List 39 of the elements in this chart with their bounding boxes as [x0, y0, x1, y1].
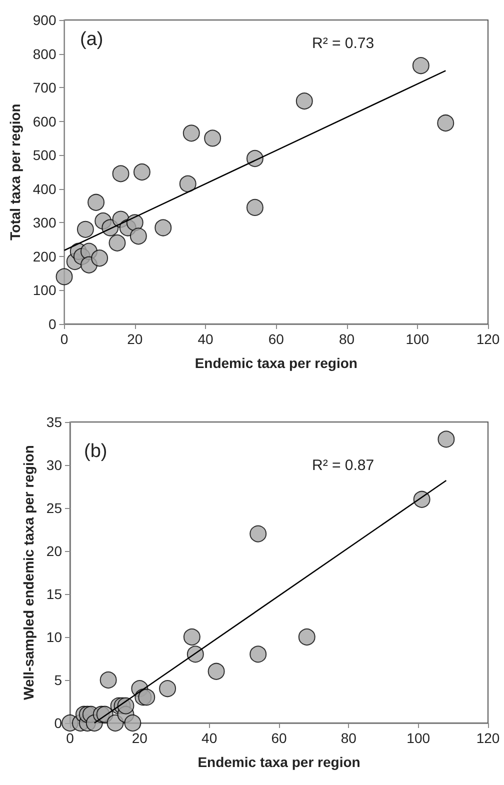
x-tick-label: 40	[198, 331, 214, 347]
x-tick-label: 100	[406, 331, 430, 347]
y-tick-label: 900	[32, 12, 56, 28]
annotation: R² = 0.73	[312, 35, 374, 52]
x-tick-label: 80	[338, 331, 355, 347]
y-tick-label: 600	[32, 113, 56, 130]
x-tick-label: 0	[66, 730, 74, 746]
y-tick-label: 500	[32, 147, 56, 164]
y-tick-label: 700	[32, 80, 56, 96]
y-tick-label: 300	[32, 214, 56, 231]
x-axis-title: Endemic taxa per region	[194, 355, 358, 371]
x-tick-label: 60	[268, 331, 284, 347]
y-tick-label: 30	[46, 457, 62, 473]
y-tick-label: 35	[46, 414, 62, 430]
y-tick-label: 0	[54, 715, 62, 731]
y-axis-title: Well-sampled endemic taxa per region	[20, 445, 37, 700]
y-tick-label: 800	[32, 46, 56, 62]
y-tick-label: 0	[48, 316, 56, 332]
x-tick-label: 60	[271, 730, 287, 746]
y-tick-label: 200	[32, 248, 56, 264]
y-tick-label: 10	[46, 629, 62, 645]
x-tick-label: 120	[476, 730, 500, 746]
y-tick-label: 25	[46, 500, 62, 516]
x-axis-title: Endemic taxa per region	[198, 754, 360, 770]
x-tick-label: 120	[476, 331, 500, 347]
x-tick-label: 80	[340, 730, 357, 746]
y-tick-label: 100	[32, 282, 56, 298]
annotation: (a)	[80, 29, 104, 50]
annotation: (b)	[84, 441, 108, 462]
x-tick-label: 20	[132, 730, 148, 746]
y-axis-title: Total taxa per region	[7, 104, 23, 240]
y-tick-label: 20	[46, 543, 62, 559]
y-tick-label: 15	[46, 586, 62, 602]
y-tick-label: 5	[54, 672, 62, 688]
y-tick-label: 400	[32, 180, 56, 197]
annotation: R² = 0.87	[312, 457, 374, 474]
x-tick-label: 20	[127, 331, 143, 347]
x-tick-label: 40	[202, 730, 218, 746]
x-tick-label: 100	[406, 730, 430, 746]
